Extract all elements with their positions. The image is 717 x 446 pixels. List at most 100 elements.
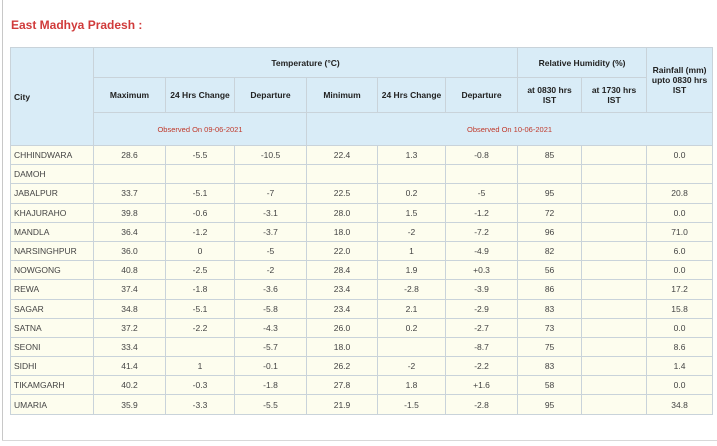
cell-max-departure bbox=[234, 164, 307, 185]
cell-min-departure: -2.9 bbox=[444, 298, 519, 319]
cell-max-departure: -4.3 bbox=[234, 317, 307, 338]
cell-min-change: 1.5 bbox=[377, 202, 446, 223]
table-row: DAMOH bbox=[10, 164, 714, 185]
table-row: NOWGONG 40.8 -2.5 -2 28.4 1.9 +0.3 56 0.0 bbox=[10, 260, 714, 281]
cell-rainfall: 71.0 bbox=[646, 221, 714, 242]
header-maximum: Maximum bbox=[93, 77, 166, 113]
table-row: REWA 37.4 -1.8 -3.6 23.4 -2.8 -3.9 86 17.2 bbox=[10, 279, 714, 300]
cell-minimum bbox=[306, 164, 378, 185]
table-row: SAGAR 34.8 -5.1 -5.8 23.4 2.1 -2.9 83 15.8 bbox=[10, 298, 714, 319]
cell-min-departure: -8.7 bbox=[444, 336, 519, 358]
cell-city: NOWGONG bbox=[10, 260, 94, 281]
table-row: CHHINDWARA 28.6 -5.5 -10.5 22.4 1.3 -0.8 85 0.0 bbox=[10, 144, 714, 166]
cell-rh-0830: 73 bbox=[517, 317, 583, 338]
cell-rh-1730 bbox=[581, 183, 648, 204]
cell-rh-0830: 72 bbox=[517, 202, 583, 223]
cell-rh-1730 bbox=[581, 356, 648, 377]
cell-min-departure: +1.6 bbox=[444, 375, 519, 396]
header-min-departure: Departure bbox=[444, 77, 519, 113]
table-row: SATNA 37.2 -2.2 -4.3 26.0 0.2 -2.7 73 0.0 bbox=[10, 317, 714, 338]
header-max-departure: Departure bbox=[234, 77, 307, 113]
table-row: UMARIA 35.9 -3.3 -5.5 21.9 -1.5 -2.8 95 34.8 bbox=[10, 394, 714, 415]
frame-border bbox=[2, 0, 3, 440]
header-minimum: Minimum bbox=[306, 77, 378, 113]
cell-rainfall: 20.8 bbox=[646, 183, 714, 204]
cell-max-change: -5.1 bbox=[165, 183, 235, 204]
cell-max-departure: -3.6 bbox=[234, 279, 307, 300]
table-row: KHAJURAHO 39.8 -0.6 -3.1 28.0 1.5 -1.2 72 0.0 bbox=[10, 202, 714, 223]
table-row: JABALPUR 33.7 -5.1 -7 22.5 0.2 -5 95 20.8 bbox=[10, 183, 714, 204]
cell-minimum: 22.4 bbox=[306, 144, 378, 166]
cell-rh-0830: 83 bbox=[517, 298, 583, 319]
cell-rh-1730 bbox=[581, 240, 648, 262]
cell-city: REWA bbox=[10, 279, 94, 300]
cell-rainfall: 6.0 bbox=[646, 240, 714, 262]
cell-maximum: 36.4 bbox=[93, 221, 166, 242]
cell-maximum: 40.2 bbox=[93, 375, 166, 396]
cell-rh-1730 bbox=[581, 394, 648, 415]
cell-city: TIKAMGARH bbox=[10, 375, 94, 396]
header-temperature: Temperature (°C) bbox=[92, 47, 519, 78]
cell-min-change bbox=[377, 164, 446, 185]
cell-rainfall: 1.4 bbox=[646, 356, 714, 377]
cell-rh-1730 bbox=[581, 164, 648, 185]
cell-minimum: 23.4 bbox=[306, 298, 378, 319]
cell-rainfall: 8.6 bbox=[646, 336, 714, 358]
cell-city: UMARIA bbox=[10, 394, 94, 415]
cell-rainfall: 0.0 bbox=[646, 260, 714, 281]
table-row: NARSINGHPUR 36.0 0 -5 22.0 1 -4.9 82 6.0 bbox=[10, 240, 714, 262]
cell-rh-0830: 86 bbox=[517, 279, 583, 300]
cell-minimum: 23.4 bbox=[306, 279, 378, 300]
cell-min-departure: -0.8 bbox=[444, 144, 519, 166]
cell-min-change: 0.2 bbox=[377, 183, 446, 204]
cell-rh-1730 bbox=[581, 317, 648, 338]
cell-rh-0830: 75 bbox=[517, 336, 583, 358]
header-rainfall: Rainfall (mm) upto 0830 hrs IST bbox=[646, 47, 714, 113]
cell-minimum: 26.2 bbox=[306, 356, 378, 377]
observed-date-min: Observed On 10-06-2021 bbox=[305, 112, 714, 146]
cell-max-departure: -5.7 bbox=[234, 336, 307, 358]
cell-max-departure: -5.5 bbox=[234, 394, 307, 415]
cell-minimum: 28.0 bbox=[306, 202, 378, 223]
cell-maximum: 36.0 bbox=[93, 240, 166, 262]
cell-min-change: 0.2 bbox=[377, 317, 446, 338]
cell-rh-0830: 58 bbox=[517, 375, 583, 396]
cell-max-departure: -7 bbox=[234, 183, 307, 204]
cell-min-change: 1.9 bbox=[377, 260, 446, 281]
cell-maximum: 28.6 bbox=[93, 144, 166, 166]
cell-max-change: -0.6 bbox=[165, 202, 235, 223]
cell-max-change: -3.3 bbox=[165, 394, 235, 415]
cell-rainfall: 17.2 bbox=[646, 279, 714, 300]
observed-date-max: Observed On 09-06-2021 bbox=[93, 112, 307, 146]
cell-max-change: -2.2 bbox=[165, 317, 235, 338]
cell-max-departure: -3.7 bbox=[234, 221, 307, 242]
cell-city: MANDLA bbox=[10, 221, 94, 242]
cell-min-departure: -1.2 bbox=[444, 202, 519, 223]
cell-rh-1730 bbox=[581, 202, 648, 223]
cell-maximum: 40.8 bbox=[93, 260, 166, 281]
cell-city: SATNA bbox=[10, 317, 94, 338]
cell-rh-1730 bbox=[581, 375, 648, 396]
cell-rainfall: 15.8 bbox=[646, 298, 714, 319]
cell-minimum: 26.0 bbox=[306, 317, 378, 338]
weather-table: City Temperature (°C) Relative Humidity … bbox=[10, 47, 714, 415]
cell-max-departure: -5 bbox=[234, 240, 307, 262]
cell-rh-0830 bbox=[517, 164, 583, 185]
cell-minimum: 27.8 bbox=[306, 375, 378, 396]
cell-min-departure: -2.8 bbox=[444, 394, 519, 415]
cell-minimum: 22.0 bbox=[306, 240, 378, 262]
cell-min-departure: +0.3 bbox=[444, 260, 519, 281]
cell-max-departure: -10.5 bbox=[234, 144, 307, 166]
cell-max-departure: -3.1 bbox=[234, 202, 307, 223]
cell-minimum: 21.9 bbox=[306, 394, 378, 415]
cell-rh-0830: 56 bbox=[517, 260, 583, 281]
cell-min-change: 2.1 bbox=[377, 298, 446, 319]
cell-rh-1730 bbox=[581, 260, 648, 281]
frame-border-bottom bbox=[2, 440, 717, 441]
cell-max-departure: -1.8 bbox=[234, 375, 307, 396]
cell-rh-1730 bbox=[581, 221, 648, 242]
cell-minimum: 28.4 bbox=[306, 260, 378, 281]
cell-min-departure: -7.2 bbox=[444, 221, 519, 242]
cell-rh-0830: 95 bbox=[517, 394, 583, 415]
cell-maximum: 35.9 bbox=[93, 394, 166, 415]
